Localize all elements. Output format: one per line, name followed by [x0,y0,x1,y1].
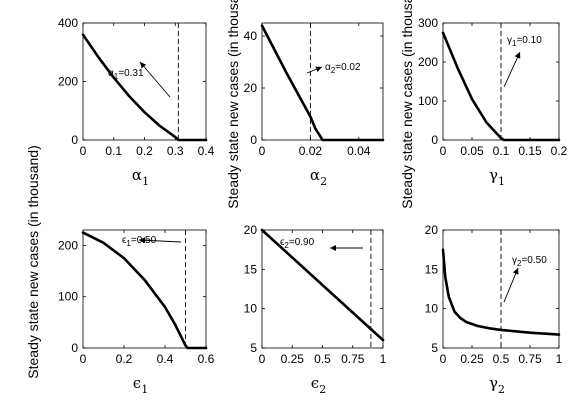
series-line [441,248,561,336]
x-tick-label: 0.05 [460,144,484,158]
x-tick-label: 0.5 [493,352,510,366]
x-tick-label: 0.4 [198,144,215,158]
y-tick-label: 200 [58,75,78,89]
y-axis-label-right: Steady state new cases (in thousand) [399,0,415,209]
y-tick-label: 100 [58,290,78,304]
annotation-arrowhead [330,245,336,251]
annotation-label: α1=0.31 [108,68,144,81]
series-line [81,231,208,350]
y-tick-label: 400 [58,16,78,30]
y-axis-label-top: Steady state new cases (in thousand) [225,0,241,209]
y-tick-label: 20 [244,81,258,95]
y-tick-label: 0 [250,133,257,147]
x-tick-label: 0 [80,144,87,158]
x-tick-label: 0 [259,144,266,158]
y-tick-label: 40 [244,29,258,43]
x-tick-label: 0 [440,352,447,366]
x-tick-label: 0.25 [460,352,484,366]
y-tick-label: 10 [425,302,439,316]
x-tick-label: 0.4 [157,352,174,366]
y-tick-label: 200 [418,55,438,69]
x-tick-label: 1 [556,352,563,366]
panel-1: 0 0.1 0.2 0.3 0.4 0 200 400 α1 α1=0.31 [58,16,215,188]
annotation-arrow [139,61,171,98]
x-axis-label: α2 [310,166,327,188]
x-tick-label: 0.15 [518,144,542,158]
y-tick-label: 20 [425,223,439,237]
x-tick-label: 0.75 [518,352,542,366]
x-tick-label: 0.6 [198,352,215,366]
series-line [81,33,208,142]
series-line [260,228,385,342]
x-axis-label: α1 [132,166,149,188]
y-tick-label: 0 [71,133,78,147]
x-axis-label: γ2 [489,374,505,396]
x-tick-label: 1 [380,352,387,366]
x-tick-label: 0.1 [105,144,122,158]
annotation-label: γ2=0.50 [512,255,547,268]
x-axis-label: γ1 [489,166,505,188]
annotation-label: ϵ1=0.50 [122,235,157,248]
y-axis-label-bottom: Steady state new cases (in thousand) [25,145,41,378]
y-tick-label: 15 [425,262,439,276]
annotation-arrowhead [514,52,521,59]
annotation-arrowhead [315,66,322,73]
y-tick-label: 300 [418,16,438,30]
annotation-label: ϵ2=0.90 [280,237,315,250]
y-tick-label: 200 [58,238,78,252]
annotation-label: α2=0.02 [325,62,361,75]
panel-3: 0 0.05 0.1 0.15 0.2 0 100 200 300 γ1 γ1=0.10 [418,16,568,188]
panel-4: 0 0.2 0.4 0.6 0 100 200 ϵ1 ϵ1=0.50 [58,229,215,396]
annotation-arrowhead [140,62,147,69]
annotation-arrow [138,239,182,243]
y-tick-label: 0 [71,341,78,355]
x-tick-label: 0.04 [347,144,371,158]
x-tick-label: 0.2 [551,144,568,158]
y-tick-label: 5 [431,341,438,355]
x-tick-label: 0.5 [314,352,331,366]
y-tick-label: 100 [418,94,438,108]
annotation-label: γ1=0.10 [507,35,542,48]
x-tick-label: 0 [80,352,87,366]
x-tick-label: 0.25 [281,352,305,366]
x-axis-label: ϵ1 [133,374,148,396]
y-tick-label: 0 [431,133,438,147]
x-tick-label: 0.2 [116,352,133,366]
annotation-arrowhead [139,237,146,244]
series-line [260,24,385,142]
plot-frame [261,22,384,141]
annotation-arrow [503,267,519,303]
x-axis-label: ϵ2 [311,374,326,396]
y-tick-label: 10 [244,302,258,316]
plot-frame [82,229,207,349]
plot-frame [82,22,207,141]
series-line [441,31,561,142]
x-tick-label: 0.3 [167,144,184,158]
x-tick-label: 0.1 [493,144,510,158]
x-tick-label: 0.2 [136,144,153,158]
x-tick-label: 0.02 [299,144,323,158]
annotation-arrow [503,51,521,88]
y-tick-label: 20 [244,223,258,237]
annotation-arrowhead [512,268,519,275]
x-tick-label: 0.75 [341,352,365,366]
x-tick-label: 0 [259,352,266,366]
y-tick-label: 5 [250,341,257,355]
panel-2: 0 0.02 0.04 0 20 40 α2 α2=0.02 [244,22,385,188]
y-tick-label: 15 [244,262,258,276]
x-tick-label: 0 [440,144,447,158]
